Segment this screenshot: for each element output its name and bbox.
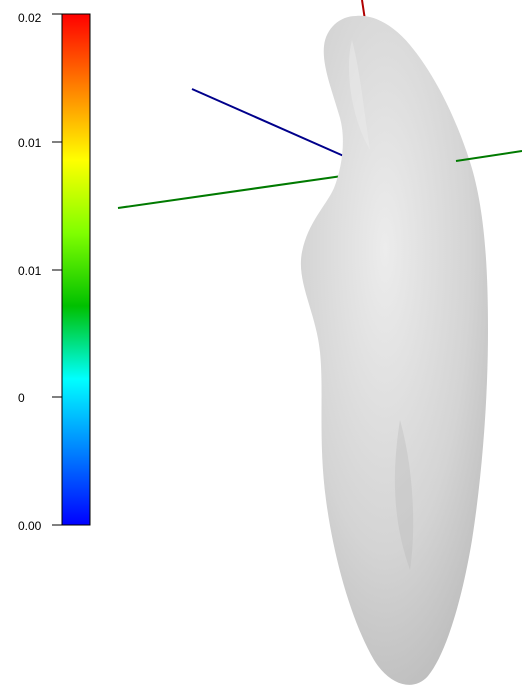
- y-axis-line: [455, 150, 522, 162]
- tooth-surface-shading: [394, 420, 414, 570]
- colorbar-tick-label: 0.01: [18, 136, 42, 150]
- z-axis-line: [191, 88, 347, 158]
- y-axis-line: [117, 175, 343, 209]
- colorbar-tick-label: 0.00: [18, 519, 42, 533]
- colorbar-ticks: [52, 13, 62, 526]
- colorbar-gradient: [61, 13, 91, 526]
- colorbar-tick-label: 0: [18, 391, 25, 405]
- tooth-mesh[interactable]: [300, 15, 488, 685]
- colorbar-legend: 0.02 0.01 0.01 0 0.00: [18, 11, 91, 533]
- tooth-model[interactable]: [300, 15, 488, 685]
- colorbar-tick-label: 0.01: [18, 264, 42, 278]
- tooth-surface-shading: [348, 40, 370, 150]
- colorbar-tick-label: 0.02: [18, 11, 42, 25]
